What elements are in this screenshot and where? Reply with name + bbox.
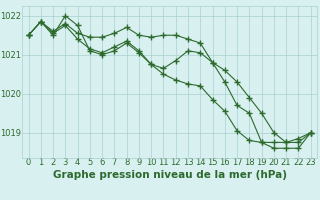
X-axis label: Graphe pression niveau de la mer (hPa): Graphe pression niveau de la mer (hPa) [52, 170, 287, 180]
